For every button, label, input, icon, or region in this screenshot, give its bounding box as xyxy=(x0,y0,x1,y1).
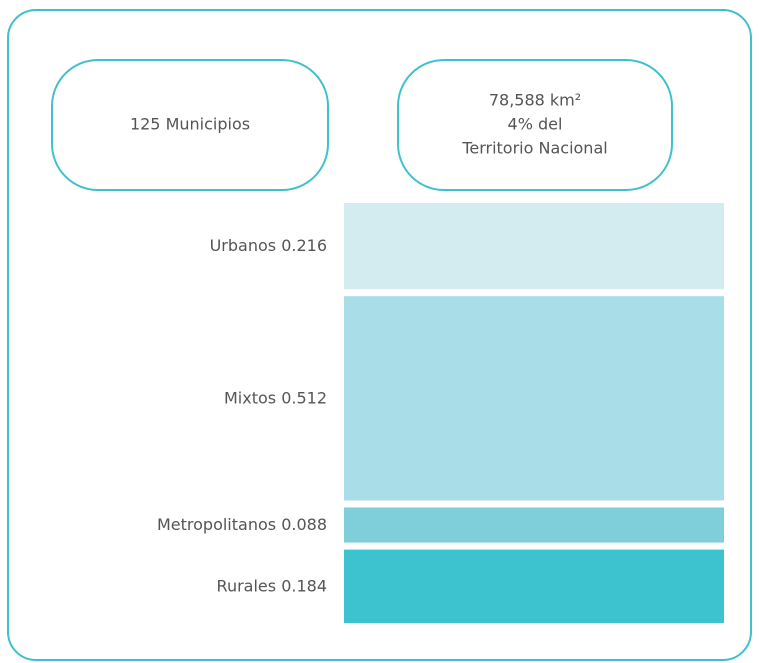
segment-label: Rurales 0.184 xyxy=(217,576,327,595)
segment-label: Metropolitanos 0.088 xyxy=(157,515,327,534)
category-name: Metropolitanos xyxy=(157,515,276,534)
territorio-box xyxy=(397,59,673,191)
frame xyxy=(7,9,752,661)
municipios-text: 125 Municipios xyxy=(130,115,250,134)
value-label: 0.088 xyxy=(281,515,327,534)
value-label: 0.216 xyxy=(281,236,327,255)
value-label: 0.184 xyxy=(281,576,327,595)
segment xyxy=(344,296,724,501)
segment-label: Mixtos 0.512 xyxy=(224,388,327,407)
segment xyxy=(344,203,724,290)
value-label: 0.512 xyxy=(281,388,327,407)
area-text: 78,588 km² xyxy=(489,91,581,110)
category-name: Rurales xyxy=(217,576,277,595)
segment xyxy=(344,507,724,543)
category-name: Urbanos xyxy=(210,236,277,255)
municipios-box xyxy=(51,59,329,191)
category-name: Mixtos xyxy=(224,388,276,407)
territorio-text: Territorio Nacional xyxy=(461,139,607,158)
segment-label: Urbanos 0.216 xyxy=(210,236,327,255)
percent-text: 4% del xyxy=(508,115,563,134)
segment xyxy=(344,549,724,623)
